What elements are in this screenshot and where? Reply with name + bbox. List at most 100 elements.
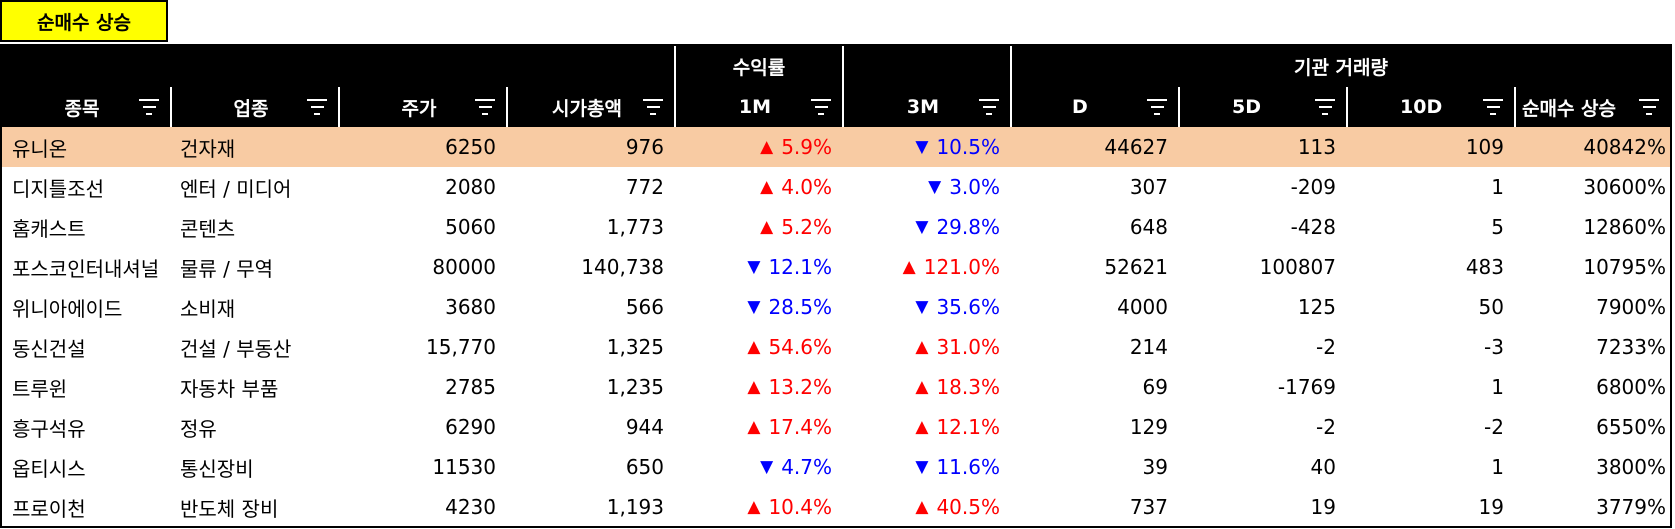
filter-icon[interactable] bbox=[810, 99, 832, 115]
cell-d[interactable]: 307 bbox=[1010, 167, 1178, 207]
table-row[interactable]: 흥구석유 정유 6290 944 ▲ 17.4% ▲ 12.1% 129 -2 -2… bbox=[2, 407, 1670, 447]
column-header-1m[interactable]: 1M bbox=[674, 87, 842, 127]
cell-10d[interactable]: -3 bbox=[1346, 327, 1514, 367]
cell-price[interactable]: 5060 bbox=[338, 207, 506, 247]
cell-sector[interactable]: 물류 / 무역 bbox=[170, 247, 338, 287]
column-header-d[interactable]: D bbox=[1010, 87, 1178, 127]
cell-1m[interactable]: ▼ 28.5% bbox=[674, 287, 842, 327]
cell-10d[interactable]: -2 bbox=[1346, 407, 1514, 447]
cell-net-buying-rise[interactable]: 6800% bbox=[1514, 367, 1670, 407]
cell-3m[interactable]: ▲ 31.0% bbox=[842, 327, 1010, 367]
cell-stock[interactable]: 포스코인터내셔널 bbox=[2, 247, 170, 287]
cell-5d[interactable]: 19 bbox=[1178, 487, 1346, 527]
cell-stock[interactable]: 홈캐스트 bbox=[2, 207, 170, 247]
cell-price[interactable]: 2785 bbox=[338, 367, 506, 407]
cell-sector[interactable]: 자동차 부품 bbox=[170, 367, 338, 407]
sheet-tab-net-buying-rise[interactable]: 순매수 상승 bbox=[0, 0, 168, 42]
cell-d[interactable]: 39 bbox=[1010, 447, 1178, 487]
cell-1m[interactable]: ▲ 13.2% bbox=[674, 367, 842, 407]
cell-1m[interactable]: ▲ 5.2% bbox=[674, 207, 842, 247]
filter-icon[interactable] bbox=[1146, 99, 1168, 115]
cell-price[interactable]: 3680 bbox=[338, 287, 506, 327]
cell-sector[interactable]: 소비재 bbox=[170, 287, 338, 327]
cell-10d[interactable]: 50 bbox=[1346, 287, 1514, 327]
column-header-price[interactable]: 주가 bbox=[338, 87, 506, 127]
cell-d[interactable]: 129 bbox=[1010, 407, 1178, 447]
table-row[interactable]: 유니온 건자재 6250 976 ▲ 5.9% ▼ 10.5% 44627 113 … bbox=[2, 127, 1670, 167]
cell-10d[interactable]: 19 bbox=[1346, 487, 1514, 527]
filter-icon[interactable] bbox=[642, 99, 664, 115]
cell-net-buying-rise[interactable]: 3800% bbox=[1514, 447, 1670, 487]
cell-price[interactable]: 4230 bbox=[338, 487, 506, 527]
cell-net-buying-rise[interactable]: 3779% bbox=[1514, 487, 1670, 527]
cell-10d[interactable]: 483 bbox=[1346, 247, 1514, 287]
cell-market-cap[interactable]: 650 bbox=[506, 447, 674, 487]
cell-market-cap[interactable]: 1,193 bbox=[506, 487, 674, 527]
cell-d[interactable]: 69 bbox=[1010, 367, 1178, 407]
cell-stock[interactable]: 흥구석유 bbox=[2, 407, 170, 447]
cell-sector[interactable]: 건자재 bbox=[170, 127, 338, 167]
column-header-10d[interactable]: 10D bbox=[1346, 87, 1514, 127]
cell-10d[interactable]: 1 bbox=[1346, 447, 1514, 487]
cell-5d[interactable]: -1769 bbox=[1178, 367, 1346, 407]
table-row[interactable]: 포스코인터내셔널 물류 / 무역 80000 140,738 ▼ 12.1% ▲ 1… bbox=[2, 247, 1670, 287]
cell-price[interactable]: 11530 bbox=[338, 447, 506, 487]
column-header-market-cap[interactable]: 시가총액 bbox=[506, 87, 674, 127]
cell-price[interactable]: 6250 bbox=[338, 127, 506, 167]
filter-icon[interactable] bbox=[474, 99, 496, 115]
cell-price[interactable]: 80000 bbox=[338, 247, 506, 287]
table-row[interactable]: 위니아에이드 소비재 3680 566 ▼ 28.5% ▼ 35.6% 4000 1… bbox=[2, 287, 1670, 327]
cell-d[interactable]: 648 bbox=[1010, 207, 1178, 247]
cell-sector[interactable]: 반도체 장비 bbox=[170, 487, 338, 527]
cell-stock[interactable]: 동신건설 bbox=[2, 327, 170, 367]
cell-10d[interactable]: 1 bbox=[1346, 167, 1514, 207]
cell-market-cap[interactable]: 566 bbox=[506, 287, 674, 327]
cell-d[interactable]: 214 bbox=[1010, 327, 1178, 367]
filter-icon[interactable] bbox=[1482, 99, 1504, 115]
filter-icon[interactable] bbox=[1314, 99, 1336, 115]
cell-stock[interactable]: 유니온 bbox=[2, 127, 170, 167]
cell-1m[interactable]: ▼ 4.7% bbox=[674, 447, 842, 487]
cell-market-cap[interactable]: 1,773 bbox=[506, 207, 674, 247]
table-row[interactable]: 프로이천 반도체 장비 4230 1,193 ▲ 10.4% ▲ 40.5% 737… bbox=[2, 487, 1670, 527]
cell-stock[interactable]: 옵티시스 bbox=[2, 447, 170, 487]
cell-net-buying-rise[interactable]: 10795% bbox=[1514, 247, 1670, 287]
cell-3m[interactable]: ▲ 40.5% bbox=[842, 487, 1010, 527]
cell-5d[interactable]: 40 bbox=[1178, 447, 1346, 487]
filter-icon[interactable] bbox=[978, 99, 1000, 115]
cell-3m[interactable]: ▼ 35.6% bbox=[842, 287, 1010, 327]
cell-3m[interactable]: ▼ 3.0% bbox=[842, 167, 1010, 207]
cell-5d[interactable]: 113 bbox=[1178, 127, 1346, 167]
cell-d[interactable]: 4000 bbox=[1010, 287, 1178, 327]
cell-1m[interactable]: ▲ 5.9% bbox=[674, 127, 842, 167]
filter-icon[interactable] bbox=[138, 99, 160, 115]
column-header-3m[interactable]: 3M bbox=[842, 87, 1010, 127]
column-header-stock[interactable]: 종목 bbox=[2, 87, 170, 127]
cell-sector[interactable]: 건설 / 부동산 bbox=[170, 327, 338, 367]
cell-net-buying-rise[interactable]: 6550% bbox=[1514, 407, 1670, 447]
cell-3m[interactable]: ▼ 11.6% bbox=[842, 447, 1010, 487]
cell-3m[interactable]: ▲ 121.0% bbox=[842, 247, 1010, 287]
cell-sector[interactable]: 엔터 / 미디어 bbox=[170, 167, 338, 207]
cell-1m[interactable]: ▲ 10.4% bbox=[674, 487, 842, 527]
cell-net-buying-rise[interactable]: 7233% bbox=[1514, 327, 1670, 367]
cell-market-cap[interactable]: 1,235 bbox=[506, 367, 674, 407]
table-row[interactable]: 옵티시스 통신장비 11530 650 ▼ 4.7% ▼ 11.6% 39 40 1… bbox=[2, 447, 1670, 487]
cell-10d[interactable]: 109 bbox=[1346, 127, 1514, 167]
cell-market-cap[interactable]: 976 bbox=[506, 127, 674, 167]
column-header-net-buying-rise[interactable]: 순매수 상승 bbox=[1514, 87, 1670, 127]
column-header-sector[interactable]: 업종 bbox=[170, 87, 338, 127]
cell-stock[interactable]: 디지틀조선 bbox=[2, 167, 170, 207]
cell-net-buying-rise[interactable]: 30600% bbox=[1514, 167, 1670, 207]
cell-1m[interactable]: ▲ 4.0% bbox=[674, 167, 842, 207]
cell-price[interactable]: 6290 bbox=[338, 407, 506, 447]
cell-market-cap[interactable]: 772 bbox=[506, 167, 674, 207]
cell-10d[interactable]: 1 bbox=[1346, 367, 1514, 407]
cell-net-buying-rise[interactable]: 7900% bbox=[1514, 287, 1670, 327]
cell-1m[interactable]: ▲ 17.4% bbox=[674, 407, 842, 447]
table-row[interactable]: 트루윈 자동차 부품 2785 1,235 ▲ 13.2% ▲ 18.3% 69 -… bbox=[2, 367, 1670, 407]
cell-5d[interactable]: 125 bbox=[1178, 287, 1346, 327]
cell-net-buying-rise[interactable]: 12860% bbox=[1514, 207, 1670, 247]
cell-sector[interactable]: 콘텐츠 bbox=[170, 207, 338, 247]
cell-sector[interactable]: 정유 bbox=[170, 407, 338, 447]
